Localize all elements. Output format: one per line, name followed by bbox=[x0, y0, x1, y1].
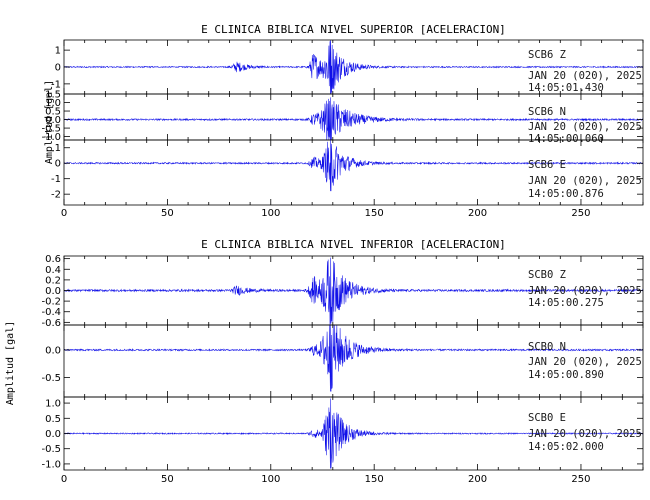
panel-scb6-e: 1 0 -1 -2 SCB6 E JAN 20 (020), 202514:05:00.8… bbox=[51, 139, 644, 206]
station-label: SCB6 N bbox=[528, 106, 566, 118]
trace-scb0-n bbox=[63, 324, 644, 392]
time-label: 14:05:00.890 bbox=[528, 369, 604, 381]
y-tick-label: 0.4 bbox=[45, 265, 61, 276]
y-tick-label: 1 bbox=[55, 46, 61, 57]
y-tick-label: 0.2 bbox=[45, 275, 61, 286]
y-tick-label: 0.0 bbox=[45, 115, 61, 126]
trace-scb6-z bbox=[63, 39, 644, 95]
y-tick-label: 0.5 bbox=[45, 107, 61, 118]
station-label: SCB0 N bbox=[528, 341, 566, 353]
y-tick-label: -0.4 bbox=[41, 307, 61, 318]
trace-scb6-n bbox=[63, 97, 644, 141]
y-tick-label: 0.5 bbox=[45, 414, 61, 425]
y-tick-label: -2 bbox=[51, 190, 61, 201]
x-tick-label: 200 bbox=[468, 208, 487, 219]
date-label: JAN 20 (020), 2025 bbox=[528, 175, 642, 187]
date-label: JAN 20 (020), 2025 bbox=[528, 285, 642, 297]
panel-scb0-z: 0.60.40.20.0-0.2-0.4-0.6 SCB0 Z JAN 20 (02… bbox=[41, 254, 644, 329]
time-label: 14:05:00.060 bbox=[528, 133, 604, 145]
y-tick-label: -1.0 bbox=[41, 459, 61, 470]
x-tick-label: 50 bbox=[161, 208, 174, 219]
station-label: SCB6 E bbox=[528, 159, 566, 171]
panel-scb0-e: 1.0 0.5 0.0 -0.5 -1.0 SCB0 E JAN 20 (020), 202… bbox=[41, 396, 644, 470]
x-tick-label: 150 bbox=[365, 208, 384, 219]
y-axis-label: Amplitud [gal] bbox=[44, 80, 55, 164]
station-label: SCB0 E bbox=[528, 412, 566, 424]
date-label: JAN 20 (020), 2025 bbox=[528, 428, 642, 440]
time-label: 14:05:02.000 bbox=[528, 441, 604, 453]
time-label: 14:05:00.275 bbox=[528, 297, 604, 309]
y-tick-label: -0.5 bbox=[41, 124, 61, 135]
x-tick-label: 150 bbox=[365, 474, 384, 485]
y-tick-label: 0 bbox=[55, 63, 61, 74]
y-tick-label: -0.5 bbox=[41, 444, 61, 455]
y-tick-label: 0.6 bbox=[45, 254, 61, 265]
y-tick-label: -1.0 bbox=[41, 132, 61, 143]
y-tick-label: 1.0 bbox=[45, 98, 61, 109]
chart-group-superior: E CLINICA BIBLICA NIVEL SUPERIOR [ACELER… bbox=[41, 23, 644, 219]
chart-title: E CLINICA BIBLICA NIVEL INFERIOR [ACELER… bbox=[201, 238, 506, 251]
y-tick-label: -0.5 bbox=[41, 373, 61, 384]
panel-scb6-n: 1.51.00.50.0-0.5-1.0 SCB6 N JAN 20 (020), … bbox=[41, 90, 644, 145]
x-tick-label: 200 bbox=[468, 474, 487, 485]
y-tick-label: 0.0 bbox=[45, 429, 61, 440]
station-label: SCB0 Z bbox=[528, 269, 566, 281]
x-tick-label: 100 bbox=[261, 208, 280, 219]
y-tick-label: -0.2 bbox=[41, 297, 61, 308]
time-label: 14:05:00.876 bbox=[528, 188, 604, 200]
y-tick-label: -0.6 bbox=[41, 318, 61, 329]
x-tick-label: 250 bbox=[571, 474, 590, 485]
date-label: JAN 20 (020), 2025 bbox=[528, 70, 642, 82]
date-label: JAN 20 (020), 2025 bbox=[528, 356, 642, 368]
time-label: 14:05:01.430 bbox=[528, 82, 604, 94]
x-tick-label: 0 bbox=[61, 208, 67, 219]
panel-scb0-n: 0.0 -0.5 SCB0 N JAN 20 (020), 202514:05:00.… bbox=[41, 324, 644, 398]
x-tick-label: 0 bbox=[61, 474, 67, 485]
x-tick-label: 50 bbox=[161, 474, 174, 485]
trace-scb6-e bbox=[63, 139, 644, 192]
trace-scb0-e bbox=[63, 398, 644, 469]
chart-group-inferior: E CLINICA BIBLICA NIVEL INFERIOR [ACELER… bbox=[5, 238, 644, 485]
y-tick-label: -1 bbox=[51, 79, 61, 90]
trace-scb0-z bbox=[63, 257, 644, 326]
y-axis-label: Amplitud [gal] bbox=[5, 321, 16, 405]
date-label: JAN 20 (020), 2025 bbox=[528, 121, 642, 133]
y-tick-label: 0.0 bbox=[45, 286, 61, 297]
x-tick-label: 100 bbox=[261, 474, 280, 485]
y-tick-label: 1 bbox=[55, 143, 61, 154]
y-tick-label: 0.0 bbox=[45, 345, 61, 356]
y-tick-label: 1.5 bbox=[45, 90, 61, 101]
x-tick-label: 250 bbox=[571, 208, 590, 219]
chart-title: E CLINICA BIBLICA NIVEL SUPERIOR [ACELER… bbox=[201, 23, 506, 36]
y-tick-label: -1 bbox=[51, 174, 61, 185]
y-tick-label: 0 bbox=[55, 159, 61, 170]
y-tick-label: 1.0 bbox=[45, 399, 61, 410]
station-label: SCB6 Z bbox=[528, 49, 566, 61]
